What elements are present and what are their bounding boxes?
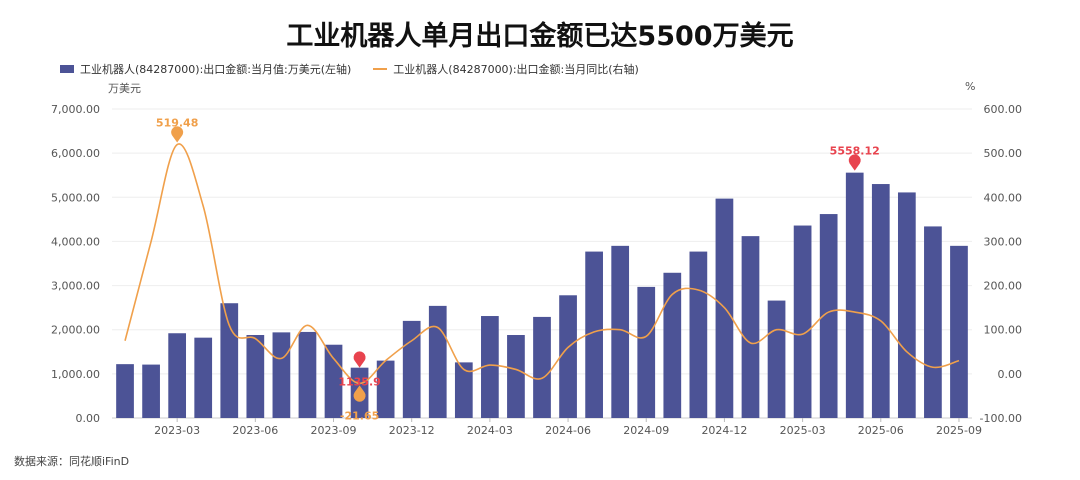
y-right-tick-label: -100.00 [980,412,1022,425]
x-tick-label: 2024-12 [701,424,747,437]
x-tick-label: 2023-06 [232,424,278,437]
min-marker [353,385,366,402]
max-marker [171,126,184,143]
chart-title: 工业机器人单月出口金额已达5500万美元 [286,21,794,52]
x-tick-label: 2025-03 [780,424,826,437]
x-tick-label: 2023-09 [311,424,357,437]
max-label: 5558.12 [830,145,880,158]
bar[interactable] [168,333,187,418]
bar[interactable] [689,251,708,418]
bar[interactable] [194,337,213,418]
left-axis-unit: 万美元 [108,82,141,95]
bar[interactable] [924,226,942,418]
x-tick-label: 2024-06 [545,424,591,437]
legend-line-swatch [373,68,388,70]
y-left-tick-label: 6,000.00 [51,147,100,160]
y-left-tick-label: 3,000.00 [51,280,100,293]
legend-item-bar[interactable]: 工业机器人(84287000):出口金额:当月值:万美元(左轴) [60,61,351,77]
y-left-tick-label: 4,000.00 [51,235,100,248]
bar[interactable] [819,214,838,418]
bar[interactable] [559,295,577,418]
bar[interactable] [845,172,864,418]
bar[interactable] [507,335,525,418]
y-right-tick-label: 200.00 [984,280,1023,293]
bar[interactable] [793,225,812,418]
bar[interactable] [220,303,239,418]
bar[interactable] [663,272,682,418]
y-left-tick-label: 2,000.00 [51,324,100,337]
bar[interactable] [142,364,160,418]
bar[interactable] [767,300,786,418]
y-left-tick-label: 5,000.00 [51,191,100,204]
legend-label-bar: 工业机器人(84287000):出口金额:当月值:万美元(左轴) [80,63,352,76]
x-tick-label: 2023-12 [389,424,435,437]
bar[interactable] [950,245,968,418]
bar[interactable] [611,245,630,418]
chart-legend: 工业机器人(84287000):出口金额:当月值:万美元(左轴) 工业机器人(8… [60,61,639,77]
min-label: 1135.9 [338,376,380,389]
data-source: 数据来源：同花顺iFinD [14,455,130,468]
y-right-tick-label: 300.00 [984,235,1023,248]
x-tick-label: 2023-03 [154,424,200,437]
bar[interactable] [298,331,317,418]
x-tick-label: 2025-06 [858,424,904,437]
legend-item-line[interactable]: 工业机器人(84287000):出口金额:当月同比(右轴) [373,61,639,77]
y-right-tick-label: 500.00 [984,147,1023,160]
y-left-tick-label: 1,000.00 [51,368,100,381]
bar[interactable] [481,316,499,418]
bar[interactable] [533,316,551,418]
min-label: -21.65 [340,409,379,422]
bar[interactable] [454,362,473,418]
y-left-tick-label: 0.00 [76,412,101,425]
bar[interactable] [871,184,890,418]
y-right-tick-label: 400.00 [984,191,1023,204]
bar[interactable] [272,332,291,418]
bar[interactable] [585,251,603,418]
legend-label-line: 工业机器人(84287000):出口金额:当月同比(右轴) [393,63,639,76]
legend-bar-swatch [60,65,74,73]
max-label: 519.48 [156,117,198,130]
bar[interactable] [741,236,760,418]
y-left-tick-label: 7,000.00 [51,103,100,116]
yoy-line[interactable] [124,143,960,385]
bar[interactable] [637,286,656,418]
bar[interactable] [246,335,265,418]
min-marker [353,351,366,368]
bar[interactable] [402,320,421,418]
y-right-tick-label: 600.00 [984,103,1023,116]
bar[interactable] [897,192,916,418]
x-tick-label: 2024-09 [623,424,669,437]
y-right-tick-label: 100.00 [984,324,1023,337]
y-right-tick-label: 0.00 [998,368,1023,381]
right-axis-unit: % [965,80,976,93]
x-tick-label: 2024-03 [467,424,513,437]
max-marker [848,154,861,171]
x-tick-label: 2025-09 [936,424,982,437]
bar[interactable] [116,364,134,418]
bar[interactable] [428,305,447,418]
bar[interactable] [376,360,395,418]
